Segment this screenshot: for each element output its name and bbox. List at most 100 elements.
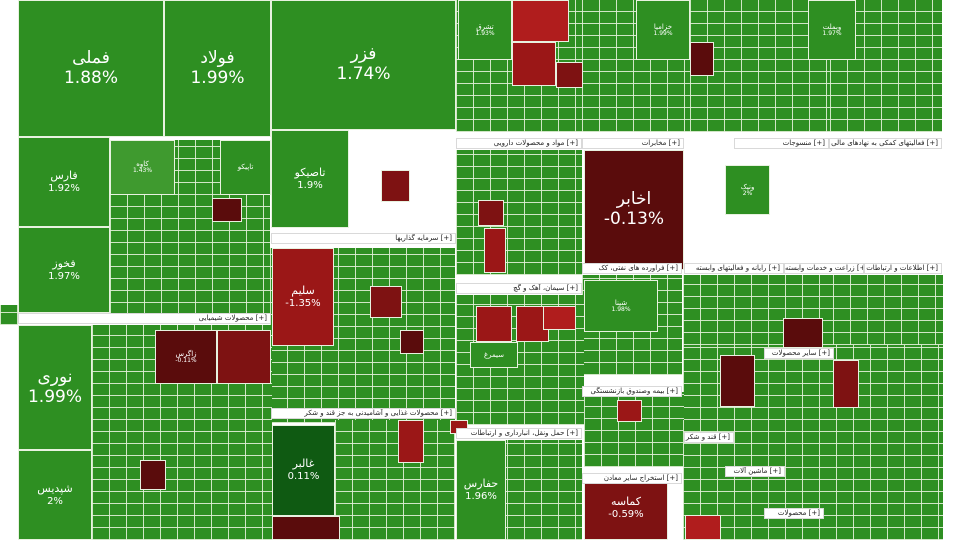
red-subtile-6 <box>370 286 402 318</box>
subtile-grid-13 <box>335 420 455 540</box>
tile-change: 1.99% <box>653 29 673 37</box>
red-subtile-7 <box>478 200 504 226</box>
red-subtile-12 <box>400 330 424 354</box>
tile-change: 1.88% <box>63 67 118 88</box>
treemap-tile[interactable]: تاصیکو 1.9% <box>271 130 349 228</box>
subtile-grid-17 <box>0 305 18 325</box>
tile-symbol: شپنا <box>614 298 628 307</box>
treemap-tile[interactable]: فارس 1.92% <box>18 137 110 227</box>
tile-symbol: فملی <box>72 47 110 68</box>
red-subtile-0 <box>512 0 569 42</box>
sector-header[interactable]: سیمان، آهک و گچ [+] <box>456 283 582 294</box>
treemap-tile[interactable]: خزامیا 1.99% <box>636 0 690 60</box>
subtile-grid-9 <box>833 275 943 345</box>
sector-header[interactable]: بیمه وصندوق بازنشستگی [+] <box>582 386 682 397</box>
tile-change: 1.93% <box>475 29 495 37</box>
tile-symbol: تاصیکو <box>294 165 326 179</box>
tile-symbol: نوری <box>37 366 73 387</box>
red-subtile-14 <box>272 516 340 540</box>
tile-symbol: وبملت <box>822 22 842 31</box>
tile-change: 1.9% <box>297 179 323 191</box>
tile-change: 1.97% <box>822 29 842 37</box>
sector-header[interactable]: حمل ونقل، انبارداری و ارتباطات [+] <box>456 428 582 439</box>
sector-header[interactable]: محصولات شیمیایی [+] <box>18 313 271 324</box>
treemap-tile[interactable]: اخابر -0.13% <box>584 150 684 270</box>
sector-header[interactable]: رایانه و فعالیتهای وابسته [+] <box>684 263 784 274</box>
treemap-tile[interactable]: فولاد 1.99% <box>164 0 271 137</box>
treemap-tile[interactable]: فزر 1.74% <box>271 0 456 130</box>
sector-header[interactable]: ماشین آلات [+] <box>725 466 785 477</box>
tile-symbol: سلیم <box>291 283 315 297</box>
treemap-tile[interactable]: فخوز 1.97% <box>18 227 110 313</box>
tile-symbol: اخابر <box>616 189 652 210</box>
red-subtile-10 <box>476 306 512 342</box>
tile-change: 1.99% <box>190 67 245 88</box>
red-subtile-8 <box>484 228 506 273</box>
red-subtile-16 <box>217 330 271 384</box>
tile-change: 1.99% <box>27 386 82 407</box>
sector-header[interactable]: مواد و محصولات دارویی [+] <box>456 138 582 149</box>
treemap-tile[interactable]: تشرق 1.93% <box>458 0 512 60</box>
treemap-tile[interactable]: کماسه -0.59% <box>584 476 668 540</box>
red-subtile-3 <box>690 42 714 76</box>
sector-header[interactable]: محصولات [+] <box>764 508 824 519</box>
treemap-tile[interactable]: حفارس 1.96% <box>456 440 506 540</box>
tile-change: 1.98% <box>611 305 631 313</box>
tile-change: 2% <box>47 495 63 507</box>
red-subtile-21 <box>783 318 823 348</box>
sector-header[interactable]: مخابرات [+] <box>582 138 684 149</box>
sector-header[interactable]: زراعت و خدمات وابسته [+] <box>784 263 864 274</box>
tile-change: 1.92% <box>48 182 80 194</box>
sector-header[interactable]: فراورده های نفتی، کک [+] <box>582 263 682 274</box>
tile-symbol: کماسه <box>610 494 642 508</box>
red-subtile-17 <box>833 360 859 408</box>
tile-change: -0.59% <box>608 508 644 520</box>
subtile-grid-3 <box>456 150 582 275</box>
treemap-tile[interactable]: شپنا 1.98% <box>584 280 658 332</box>
treemap-tile[interactable]: ونیک 2% <box>725 165 770 215</box>
tile-symbol: تشرق <box>476 22 494 31</box>
tile-symbol: کاوه <box>136 160 149 169</box>
treemap-tile[interactable]: غالبر 0.11% <box>272 425 335 516</box>
treemap-tile[interactable]: کاوه 1.43% <box>110 140 175 195</box>
red-subtile-5 <box>381 170 410 202</box>
tile-change: -0.11% <box>175 356 197 364</box>
tile-symbol: فزر <box>350 44 377 65</box>
treemap-tile[interactable]: سیمرغ <box>470 342 518 368</box>
red-subtile-2 <box>556 62 583 88</box>
sector-header[interactable]: منسوجات [+] <box>734 138 829 149</box>
tile-change: -1.35% <box>285 297 321 309</box>
sector-header[interactable]: سرمایه گذاریها [+] <box>271 233 456 244</box>
treemap-tile[interactable]: فملی 1.88% <box>18 0 164 137</box>
sector-header[interactable]: اطلاعات و ارتباطات [+] <box>864 263 942 274</box>
tile-change: 0.11% <box>287 471 320 483</box>
red-subtile-1 <box>512 42 556 86</box>
treemap-tile[interactable]: وبملت 1.97% <box>808 0 856 60</box>
tile-symbol: فارس <box>50 168 78 182</box>
tile-change: 1.97% <box>48 270 80 282</box>
red-subtile-15 <box>140 460 166 490</box>
treemap-tile[interactable]: شپدیس 2% <box>18 450 92 540</box>
tile-change: 1.96% <box>465 490 497 502</box>
tile-symbol: زاگرس <box>175 349 197 358</box>
red-subtile-13 <box>398 420 424 463</box>
treemap-tile[interactable]: سلیم -1.35% <box>272 248 334 346</box>
tile-symbol: ونیک <box>740 182 755 191</box>
treemap-tile[interactable]: زاگرس -0.11% <box>155 330 217 384</box>
sector-header[interactable]: سایر محصولات [+] <box>764 348 834 359</box>
tile-symbol: فخوز <box>52 256 76 270</box>
sector-header[interactable]: قند و شکر [+] <box>684 432 734 443</box>
tile-change: 1.74% <box>336 64 391 84</box>
treemap-tile[interactable]: تاپیکو <box>220 140 271 195</box>
tile-symbol: حفارس <box>463 476 499 490</box>
sector-header[interactable]: فعالیتهای کمکی به نهادهای مالی [+] <box>829 138 942 149</box>
tile-symbol: فولاد <box>200 47 235 68</box>
sector-header[interactable]: استخراج سایر معادن [+] <box>582 473 682 484</box>
sector-header[interactable]: محصولات غذایی و آشامیدنی به جز قند و شکر… <box>271 408 456 419</box>
tile-change: -0.13% <box>603 209 665 229</box>
tile-symbol: تاپیکو <box>237 163 254 172</box>
red-subtile-11 <box>543 306 576 330</box>
treemap-tile[interactable]: نوری 1.99% <box>18 325 92 450</box>
tile-symbol: خزامیا <box>653 22 673 31</box>
